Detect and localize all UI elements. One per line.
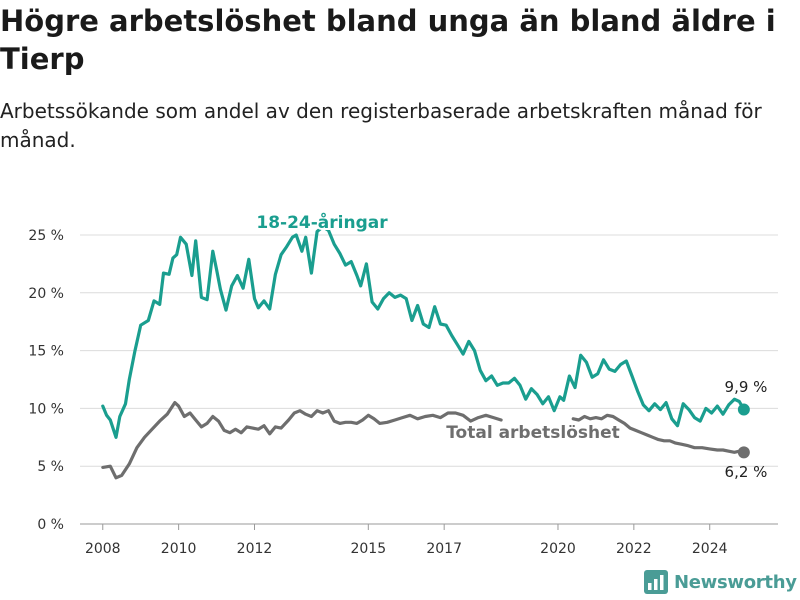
- x-tick-label: 2024: [692, 541, 728, 557]
- x-axis: 2008 2010 2012 2015 2017 2020 2022 2024: [85, 524, 728, 557]
- bar-chart-logo-icon: [644, 570, 668, 594]
- series-label-youth: 18-24-åringar: [256, 211, 388, 233]
- y-tick-label: 0 %: [37, 517, 64, 533]
- y-tick-label: 20 %: [28, 286, 64, 302]
- end-marker-total: [737, 446, 750, 459]
- y-tick-label: 15 %: [28, 344, 64, 360]
- end-value-youth: 9,9 %: [725, 378, 768, 396]
- x-tick-label: 2020: [540, 541, 576, 557]
- end-marker-youth: [737, 403, 750, 416]
- chart-title: Högre arbetslöshet bland unga än bland ä…: [0, 4, 776, 76]
- x-tick-label: 2012: [237, 541, 273, 557]
- brand-name: Newsworthy: [674, 571, 797, 593]
- series-line-youth: [101, 225, 746, 439]
- newsworthy-logo: Newsworthy: [644, 570, 797, 594]
- end-value-total: 6,2 %: [725, 463, 768, 481]
- y-axis: 0 % 5 % 10 % 15 % 20 % 25 %: [28, 228, 64, 533]
- series-line-total: [101, 401, 503, 480]
- x-tick-label: 2008: [85, 541, 121, 557]
- series-line-total: [571, 413, 746, 454]
- chart-subtitle: Arbetssökande som andel av den registerb…: [0, 99, 762, 152]
- y-tick-label: 10 %: [28, 401, 64, 417]
- x-tick-label: 2015: [350, 541, 386, 557]
- x-tick-label: 2010: [161, 541, 197, 557]
- series-label-total: Total arbetslöshet: [446, 423, 620, 443]
- series-lines: [101, 225, 750, 480]
- x-tick-label: 2022: [616, 541, 652, 557]
- series-labels: 18-24-åringar Total arbetslöshet 9,9 % 6,2 …: [254, 209, 768, 481]
- x-tick-label: 2017: [426, 541, 462, 557]
- y-tick-label: 25 %: [28, 228, 64, 244]
- y-tick-label: 5 %: [37, 459, 64, 475]
- grid-lines: [80, 234, 778, 525]
